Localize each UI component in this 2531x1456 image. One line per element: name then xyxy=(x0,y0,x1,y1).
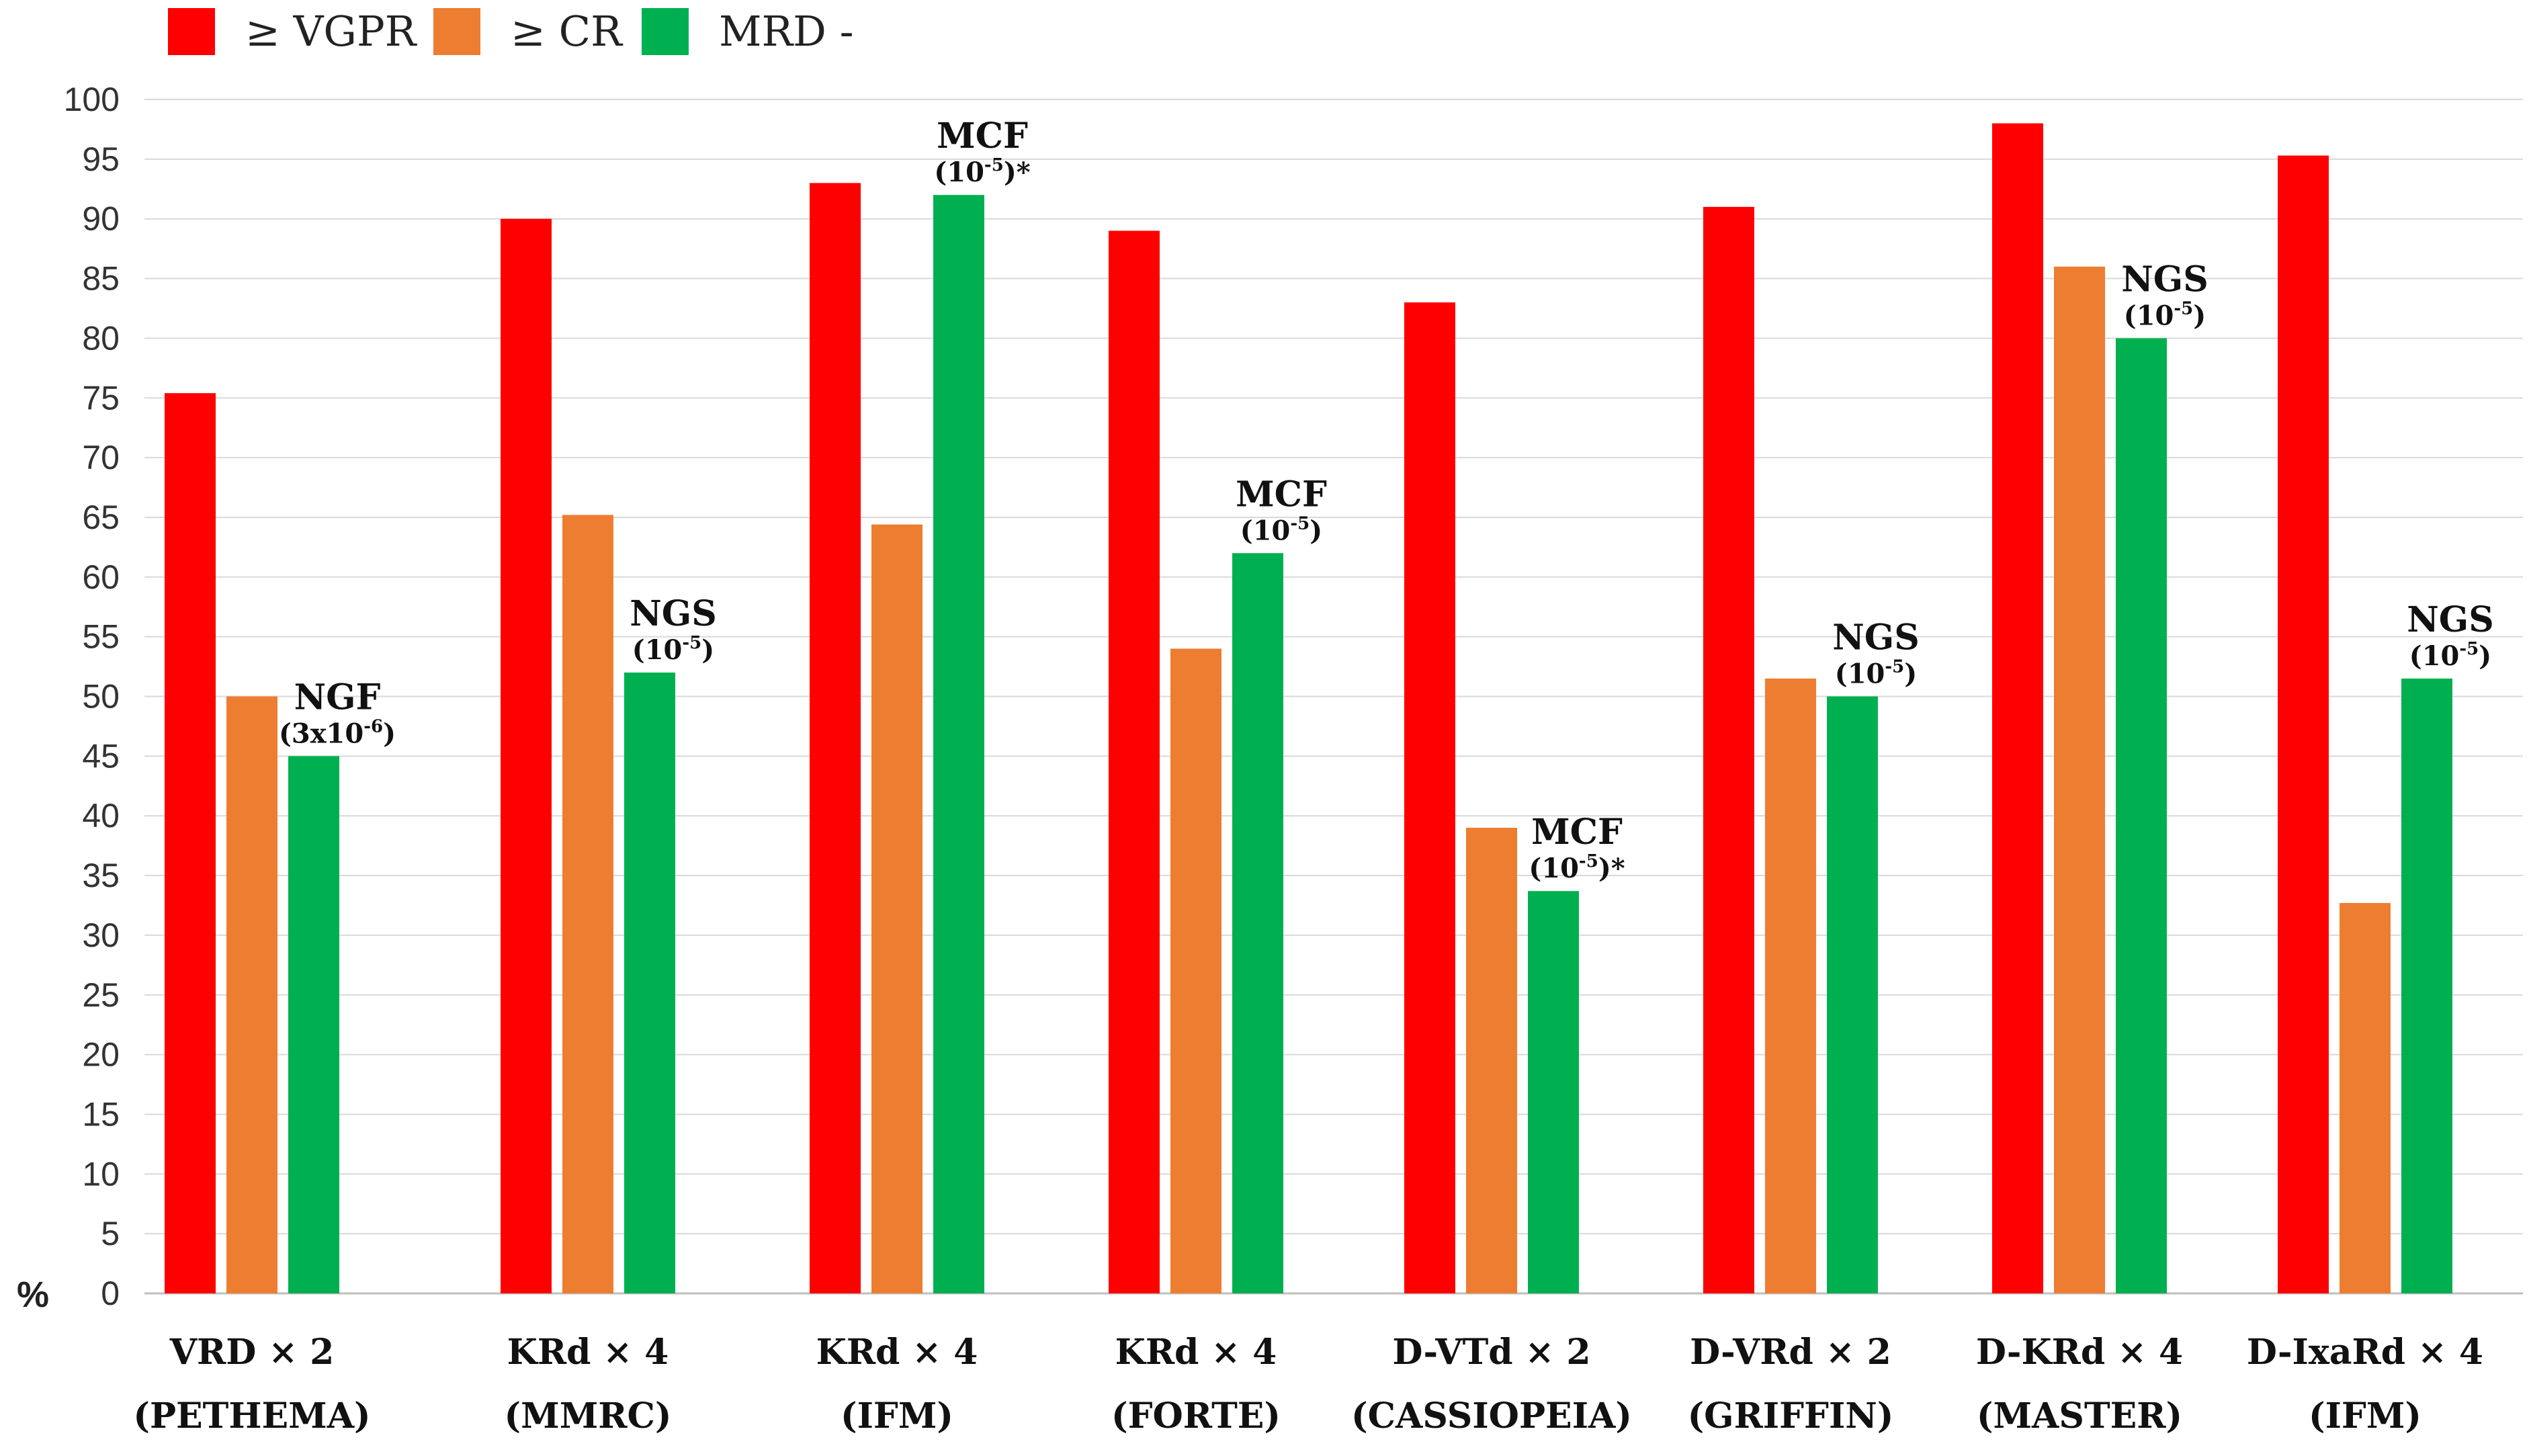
annotation-7: NGS(10-5) xyxy=(2407,599,2494,672)
legend-label-1: ≥ CR xyxy=(511,7,624,56)
category-label-line1: D-KRd × 4 xyxy=(1976,1332,2183,1373)
category-label-line2: (PETHEMA) xyxy=(133,1396,370,1437)
legend-swatch-1 xyxy=(433,8,480,55)
annotation-sensitivity: (3x10-6) xyxy=(279,716,396,749)
y-tick-label: 85 xyxy=(82,260,120,298)
y-axis-label: % xyxy=(17,1275,49,1315)
annotation-1: NGS(10-5) xyxy=(630,593,717,666)
legend-swatch-2 xyxy=(642,8,689,55)
y-tick-label: 50 xyxy=(82,678,120,716)
bar-cr-4 xyxy=(1466,827,1517,1293)
annotation-method: MCF xyxy=(1236,474,1327,515)
bar-vgpr-1 xyxy=(501,218,552,1294)
bars xyxy=(165,123,2452,1294)
annotation-sensitivity: (10-5)* xyxy=(1529,851,1625,884)
y-tick-label: 25 xyxy=(82,976,120,1014)
bar-vgpr-6 xyxy=(1992,123,2043,1293)
bar-vgpr-2 xyxy=(810,183,861,1293)
annotation-5: NGS(10-5) xyxy=(1832,617,1920,690)
category-label-line1: KRd × 4 xyxy=(1115,1332,1277,1373)
y-tick-label: 60 xyxy=(82,558,120,596)
annotation-method: NGS xyxy=(630,593,717,634)
y-tick-label: 100 xyxy=(64,81,120,118)
category-label-line2: (FORTE) xyxy=(1111,1396,1281,1437)
annotation-sensitivity: (10-5) xyxy=(632,633,714,666)
legend-label-0: ≥ VGPR xyxy=(245,7,418,56)
category-label-line1: D-VTd × 2 xyxy=(1392,1332,1590,1373)
y-tick-label: 70 xyxy=(82,439,120,476)
y-tick-label: 40 xyxy=(82,797,120,834)
bar-cr-1 xyxy=(562,515,613,1293)
y-tick-label: 90 xyxy=(82,200,120,238)
category-label-line1: D-VRd × 2 xyxy=(1690,1332,1891,1373)
annotation-method: NGS xyxy=(2121,259,2208,300)
y-tick-label: 20 xyxy=(82,1036,120,1074)
bar-mrd-3 xyxy=(1232,553,1283,1293)
bar-cr-7 xyxy=(2340,902,2391,1293)
y-tick-label: 30 xyxy=(82,916,120,954)
annotation-6: NGS(10-5) xyxy=(2121,259,2208,331)
bar-vgpr-4 xyxy=(1404,302,1455,1294)
bar-mrd-1 xyxy=(624,672,675,1293)
bar-cr-3 xyxy=(1170,648,1221,1293)
y-tick-label: 75 xyxy=(82,379,120,417)
bar-mrd-0 xyxy=(288,756,339,1293)
mrd-annotations: NGF(3x10-6)NGS(10-5)MCF(10-5)*MCF(10-5)M… xyxy=(279,116,2494,884)
y-axis-ticks: 0 5 10 15 20 25 30 35 40 45 50 55 60 65 70 75 80 85 90 95 10… xyxy=(64,81,120,1312)
bar-cr-5 xyxy=(1765,678,1816,1293)
annotation-method: NGS xyxy=(2407,599,2494,640)
bar-cr-2 xyxy=(871,524,923,1293)
y-tick-label: 65 xyxy=(82,499,120,536)
category-label-line1: KRd × 4 xyxy=(507,1332,669,1373)
annotation-method: MCF xyxy=(937,116,1028,157)
bar-vgpr-3 xyxy=(1109,230,1160,1294)
category-label-line2: (GRIFFIN) xyxy=(1688,1396,1894,1437)
annotation-sensitivity: (10-5) xyxy=(1835,657,1917,690)
bar-mrd-2 xyxy=(933,195,984,1293)
bar-cr-6 xyxy=(2054,266,2105,1293)
bar-vgpr-7 xyxy=(2278,155,2329,1293)
bar-mrd-4 xyxy=(1528,891,1579,1293)
y-tick-label: 0 xyxy=(101,1275,120,1312)
bar-mrd-6 xyxy=(2116,338,2167,1293)
y-tick-label: 80 xyxy=(82,319,120,357)
annotation-sensitivity: (10-5) xyxy=(2409,639,2491,672)
annotation-method: MCF xyxy=(1531,812,1623,853)
y-tick-label: 10 xyxy=(82,1155,120,1193)
category-label-line2: (CASSIOPEIA) xyxy=(1351,1396,1632,1437)
legend: ≥ VGPR ≥ CR MRD - xyxy=(168,7,854,56)
annotation-4: MCF(10-5)* xyxy=(1529,812,1625,884)
annotation-0: NGF(3x10-6) xyxy=(279,677,396,749)
category-label-line1: KRd × 4 xyxy=(816,1332,978,1373)
category-label-line1: VRD × 2 xyxy=(169,1332,335,1373)
category-label-line2: (MASTER) xyxy=(1977,1396,2182,1437)
legend-swatch-0 xyxy=(168,8,215,55)
category-label-line1: D-IxaRd × 4 xyxy=(2247,1332,2483,1373)
annotation-2: MCF(10-5)* xyxy=(934,116,1030,188)
y-tick-label: 95 xyxy=(82,140,120,178)
annotation-sensitivity: (10-5)* xyxy=(934,155,1030,188)
annotation-sensitivity: (10-5) xyxy=(2124,298,2206,331)
category-label-line2: (IFM) xyxy=(841,1396,953,1437)
x-axis-categories: VRD × 2 (PETHEMA) KRd × 4 (MMRC) KRd × 4 (IFM… xyxy=(133,1332,2483,1437)
bar-cr-0 xyxy=(226,696,277,1293)
category-label-line2: (IFM) xyxy=(2309,1396,2421,1437)
annotation-method: NGF xyxy=(294,677,381,718)
y-tick-label: 35 xyxy=(82,857,120,894)
bar-mrd-7 xyxy=(2401,678,2452,1293)
bar-vgpr-0 xyxy=(165,393,216,1293)
y-tick-label: 45 xyxy=(82,737,120,775)
annotation-3: MCF(10-5) xyxy=(1236,474,1327,546)
bar-vgpr-5 xyxy=(1703,206,1754,1294)
y-tick-label: 55 xyxy=(82,618,120,656)
legend-label-2: MRD - xyxy=(719,7,854,56)
bar-mrd-5 xyxy=(1827,696,1878,1293)
category-label-line2: (MMRC) xyxy=(505,1396,672,1437)
y-tick-label: 15 xyxy=(82,1095,120,1133)
annotation-sensitivity: (10-5) xyxy=(1240,513,1322,546)
annotation-method: NGS xyxy=(1832,617,1920,658)
y-tick-label: 5 xyxy=(101,1215,120,1252)
